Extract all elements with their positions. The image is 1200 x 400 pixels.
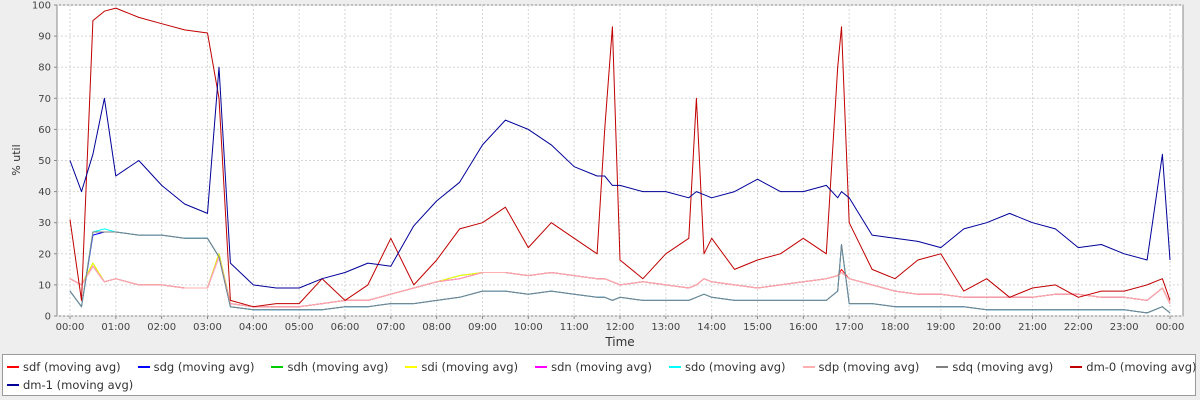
axes: 0 10 20 30 40 50 60 70 80 90 100 00:00 01:00 02:00 03:… (32, 1, 1185, 334)
series-line-dm-1 (69, 66, 1171, 289)
x-tick-label: 04:00 (239, 322, 268, 333)
legend-swatch (137, 366, 150, 368)
y-tick-label: 60 (38, 125, 51, 136)
legend-item: dm-1 (moving avg) (7, 376, 133, 394)
x-tick-label: 08:00 (422, 322, 451, 333)
x-tick-label: 14:00 (697, 322, 726, 333)
legend-item: sdg (moving avg) (137, 358, 255, 376)
legend-swatch (936, 366, 949, 368)
y-tick-label: 90 (38, 32, 51, 43)
legend-label: sdg (moving avg) (153, 360, 255, 374)
legend-swatch (405, 366, 418, 368)
x-tick-label: 19:00 (926, 322, 955, 333)
legend-label: sdp (moving avg) (818, 360, 920, 374)
x-tick-label: 10:00 (514, 322, 543, 333)
line-chart: 0 10 20 30 40 50 60 70 80 90 100 00:00 01:00 02:00 03:… (10, 1, 1185, 350)
legend-swatch (7, 366, 19, 368)
x-tick-label: 05:00 (285, 322, 314, 333)
x-tick-label: 12:00 (606, 322, 635, 333)
y-tick-label: 10 (38, 280, 51, 291)
legend-item: sdq (moving avg) (936, 358, 1053, 376)
legend-item: sdi (moving avg) (405, 358, 518, 376)
x-tick-label: 17:00 (835, 322, 864, 333)
series-line-dm-0 (69, 7, 1171, 308)
x-tick-label: 22:00 (1064, 322, 1093, 333)
legend-label: dm-1 (moving avg) (23, 378, 134, 392)
legend-row: dm-1 (moving avg) (7, 376, 150, 394)
x-tick-label: 09:00 (468, 322, 497, 333)
y-tick-label: 40 (38, 187, 51, 198)
legend-swatch (271, 366, 284, 368)
legend-row: sdf (moving avg) sdg (moving avg) sdh (mov… (7, 358, 1200, 376)
y-tick-label: 80 (38, 63, 51, 74)
y-tick-label: 0 (45, 312, 51, 323)
legend-label: sdi (moving avg) (421, 360, 519, 374)
x-tick-label: 03:00 (193, 322, 222, 333)
legend-item: sdp (moving avg) (802, 358, 920, 376)
legend-item: dm-0 (moving avg) (1070, 358, 1197, 376)
y-tick-label: 20 (38, 249, 51, 260)
x-axis-label: Time (604, 335, 634, 349)
legend-item: sdn (moving avg) (535, 358, 652, 376)
legend-label: dm-0 (moving avg) (1086, 360, 1197, 374)
legend-swatch (1070, 366, 1083, 368)
y-tick-label: 70 (38, 94, 51, 105)
y-axis-label: % util (10, 144, 23, 175)
legend-item: sdo (moving avg) (668, 358, 786, 376)
series-lines (69, 7, 1171, 314)
legend-item: sdf (moving avg) (7, 358, 121, 376)
legend-label: sdq (moving avg) (952, 360, 1054, 374)
x-tick-label: 18:00 (881, 322, 910, 333)
x-tick-label: 06:00 (331, 322, 360, 333)
legend-swatch (7, 384, 19, 386)
plot-area (56, 4, 1184, 317)
legend: sdf (moving avg) sdg (moving avg) sdh (mov… (2, 354, 1197, 396)
legend-swatch (802, 366, 815, 368)
y-tick-label: 30 (38, 218, 51, 229)
y-tick-label: 100 (32, 1, 51, 12)
x-tick-label: 11:00 (560, 322, 589, 333)
x-tick-label: 23:00 (1110, 322, 1139, 333)
y-tick-label: 50 (38, 156, 51, 167)
legend-label: sdn (moving avg) (551, 360, 652, 374)
x-tick-label: 16:00 (789, 322, 818, 333)
x-tick-label: 15:00 (743, 322, 772, 333)
x-tick-label: 07:00 (376, 322, 405, 333)
x-tick-label: 21:00 (1018, 322, 1047, 333)
x-tick-label: 00:00 (56, 322, 85, 333)
legend-label: sdo (moving avg) (684, 360, 786, 374)
legend-label: sdf (moving avg) (23, 360, 121, 374)
x-tick-label: 02:00 (147, 322, 176, 333)
x-tick-label: 01:00 (101, 322, 130, 333)
legend-swatch (535, 366, 548, 368)
legend-item: sdh (moving avg) (271, 358, 388, 376)
x-tick-label: 13:00 (651, 322, 680, 333)
x-tick-label: 20:00 (972, 322, 1001, 333)
series-line-sdq (69, 231, 1171, 314)
x-tick-label: 00:00 (1156, 322, 1185, 333)
legend-swatch (668, 366, 681, 368)
legend-label: sdh (moving avg) (287, 360, 389, 374)
